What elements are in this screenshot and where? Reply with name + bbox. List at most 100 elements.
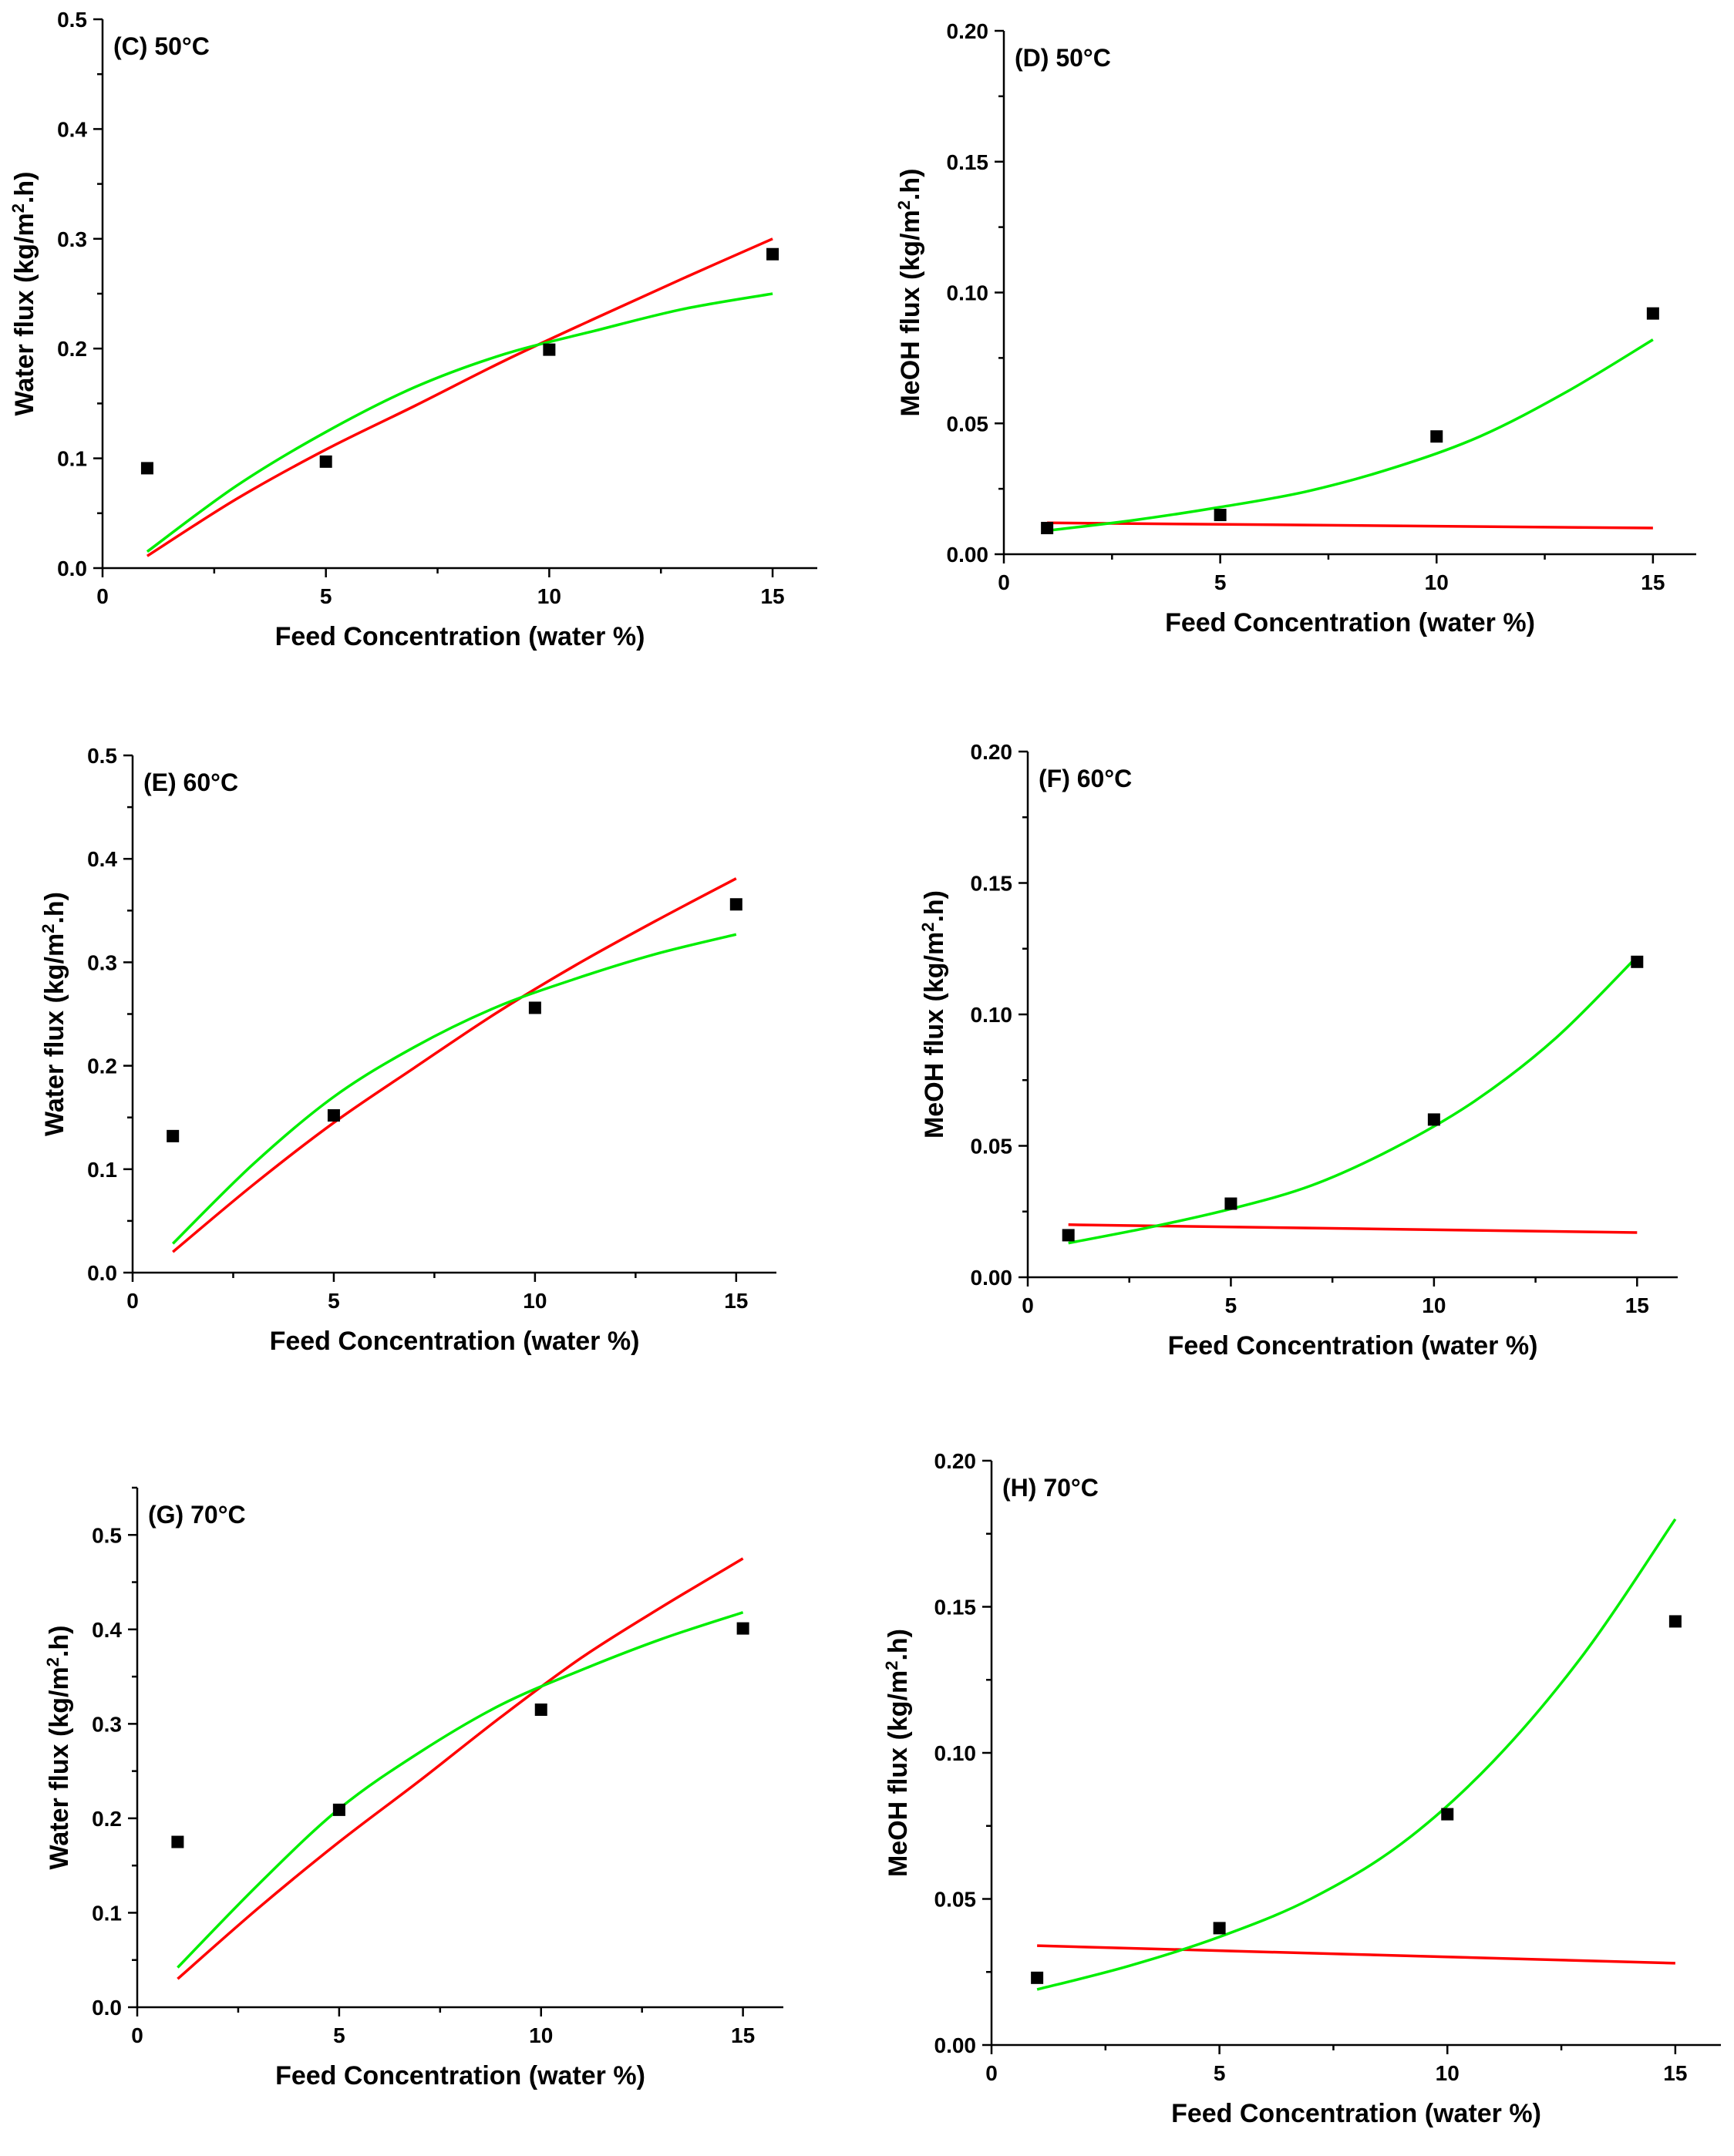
- data-point: [140, 462, 153, 475]
- green-fit-line: [1036, 1518, 1677, 1991]
- y-axis-title-tail: .h): [45, 1625, 74, 1657]
- data-point: [1041, 522, 1054, 535]
- data-point: [319, 455, 332, 468]
- x-tick-label: 10: [529, 2023, 553, 2047]
- x-axis-title: Feed Concentration (water %): [1171, 2099, 1541, 2128]
- red-fit-line: [1037, 1944, 1675, 1965]
- x-tick-label: 5: [1214, 570, 1227, 594]
- y-tick-label: 0.10: [947, 281, 989, 305]
- y-tick-label: 0.05: [934, 1888, 977, 1912]
- green-fit-line: [171, 933, 737, 1245]
- y-tick-label: 0.0: [87, 1261, 117, 1285]
- x-tick-label: 10: [1436, 2061, 1460, 2085]
- data-point: [1062, 1229, 1075, 1242]
- y-axis-title-superscript: 2: [894, 200, 914, 210]
- y-tick-label: 0.4: [92, 1618, 122, 1642]
- x-axis-title: Feed Concentration (water %): [275, 622, 645, 651]
- y-tick-label: 0.05: [947, 412, 989, 436]
- y-tick-label: 0.00: [947, 543, 989, 567]
- x-tick-label: 5: [320, 584, 332, 608]
- y-tick-label: 0.4: [87, 847, 117, 871]
- y-axis-title-main: MeOH flux (kg/m: [884, 1670, 913, 1877]
- data-point: [528, 1001, 541, 1014]
- chart-panel-3: 0 5 10 15 0.00 0.05 0.10 0.15 0.20 Feed Concentra…: [918, 740, 1678, 1361]
- x-axis-title: Feed Concentration (water %): [1168, 1331, 1538, 1361]
- y-axis-title-main: Water flux (kg/m: [10, 213, 39, 415]
- x-tick-label: 10: [1422, 1293, 1446, 1317]
- x-tick-label: 0: [985, 2061, 998, 2085]
- y-axis-title: Water flux (kg/m2.h): [43, 1625, 74, 1869]
- y-tick-label: 0.15: [947, 150, 989, 174]
- y-tick-label: 0.1: [92, 1901, 122, 1925]
- x-tick-label: 0: [126, 1289, 139, 1313]
- data-point: [1668, 1615, 1682, 1628]
- panel-label: (H) 70°C: [1002, 1474, 1099, 1502]
- x-tick-label: 5: [1225, 1293, 1237, 1317]
- y-tick-label: 0.0: [92, 1996, 122, 2020]
- y-tick-label: 0.5: [57, 8, 87, 32]
- y-axis-title-superscript: 2: [8, 203, 28, 213]
- x-tick-label: 10: [523, 1289, 547, 1313]
- y-axis-title-superscript: 2: [882, 1661, 901, 1670]
- y-axis-title-tail: .h): [884, 1629, 913, 1661]
- y-axis-title-superscript: 2: [918, 923, 938, 932]
- panel-label: (G) 70°C: [148, 1501, 246, 1529]
- data-point: [332, 1803, 345, 1816]
- green-fit-line: [146, 292, 773, 553]
- y-axis-title: MeOH flux (kg/m2.h): [918, 890, 949, 1139]
- green-fit-line: [1068, 955, 1638, 1245]
- y-tick-label: 0.00: [971, 1266, 1013, 1290]
- x-tick-label: 0: [998, 570, 1010, 594]
- y-axis-title: MeOH flux (kg/m2.h): [894, 168, 925, 416]
- y-axis-title-main: MeOH flux (kg/m: [920, 932, 949, 1139]
- data-point: [1441, 1808, 1454, 1821]
- y-tick-label: 0.1: [87, 1158, 117, 1182]
- red-fit-line: [1068, 1223, 1638, 1234]
- y-tick-label: 0.10: [971, 1003, 1013, 1027]
- y-tick-label: 0.20: [971, 740, 1013, 764]
- red-fit-line: [146, 237, 773, 557]
- y-tick-label: 0.1: [57, 447, 87, 471]
- chart-panel-4: 0 5 10 15 0.0 0.1 0.2 0.3 0.4 0.5 Feed Concentrati…: [43, 1486, 783, 2090]
- y-tick-label: 0.15: [934, 1596, 977, 1620]
- x-tick-label: 15: [760, 584, 784, 608]
- data-point: [1427, 1113, 1440, 1126]
- y-axis-title-superscript: 2: [43, 1657, 62, 1667]
- data-point: [327, 1109, 340, 1122]
- data-point: [534, 1703, 547, 1716]
- y-tick-label: 0.20: [947, 19, 989, 43]
- chart-panel-2: 0 5 10 15 0.0 0.1 0.2 0.3 0.4 0.5 Feed Concentrati…: [39, 744, 776, 1356]
- data-point: [167, 1129, 180, 1142]
- y-tick-label: 0.5: [92, 1523, 122, 1547]
- y-tick-label: 0.5: [87, 744, 117, 768]
- panel-label: (D) 50°C: [1015, 44, 1111, 72]
- x-tick-label: 15: [1625, 1293, 1649, 1317]
- y-axis-title-tail: .h): [40, 892, 69, 924]
- y-tick-label: 0.2: [92, 1807, 122, 1831]
- x-tick-label: 0: [96, 584, 109, 608]
- data-point: [543, 343, 556, 356]
- x-tick-label: 15: [1641, 570, 1665, 594]
- data-point: [1646, 307, 1659, 320]
- y-tick-label: 0.2: [87, 1054, 117, 1078]
- x-tick-label: 15: [724, 1289, 748, 1313]
- x-tick-label: 10: [1425, 570, 1449, 594]
- y-axis-title: Water flux (kg/m2.h): [8, 171, 39, 415]
- chart-panel-1: 0 5 10 15 0.00 0.05 0.10 0.15 0.20 Feed Concentra…: [894, 19, 1696, 637]
- x-tick-label: 0: [131, 2023, 143, 2047]
- x-tick-label: 5: [1214, 2061, 1226, 2085]
- y-axis-title: Water flux (kg/m2.h): [39, 892, 69, 1136]
- x-tick-label: 5: [333, 2023, 345, 2047]
- x-tick-label: 15: [731, 2023, 755, 2047]
- y-axis-title-tail: .h): [920, 890, 949, 923]
- y-axis-title-main: Water flux (kg/m: [45, 1667, 74, 1869]
- data-point: [1224, 1197, 1237, 1210]
- data-point: [1213, 1922, 1226, 1935]
- chart-panel-5: 0 5 10 15 0.00 0.05 0.10 0.15 0.20 Feed Concentra…: [882, 1449, 1721, 2128]
- data-point: [1214, 509, 1227, 522]
- red-fit-line: [1047, 521, 1653, 530]
- y-tick-label: 0.3: [57, 227, 87, 251]
- y-axis-title-superscript: 2: [39, 924, 58, 933]
- data-point: [1430, 430, 1443, 443]
- y-tick-label: 0.0: [57, 557, 87, 580]
